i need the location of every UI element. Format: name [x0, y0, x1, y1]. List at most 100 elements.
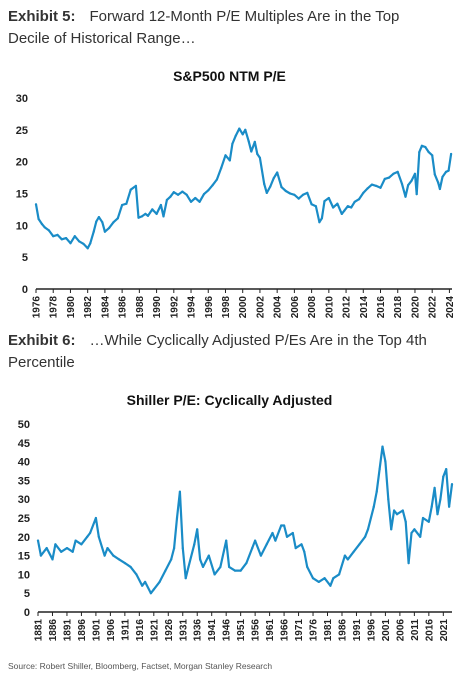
- chart1-xtick-label: 1978: [49, 296, 60, 319]
- chart1-data-point: [116, 217, 119, 220]
- chart2-xtick-label: 1991: [352, 619, 363, 642]
- chart2-data-point: [135, 573, 138, 576]
- chart1-data-point: [438, 187, 441, 191]
- chart2-data-point: [338, 573, 341, 576]
- chart1-ytick-label: 25: [16, 125, 28, 137]
- chart1-data-point: [431, 154, 434, 157]
- chart1-xtick-label: 2012: [342, 296, 353, 319]
- chart2-data-point: [390, 528, 393, 531]
- chart2-data-point: [233, 569, 236, 572]
- chart1-svg: 0 5 10 15 20 25 30 1976 1978 1980 1982 1984 1986 1988…: [16, 93, 456, 319]
- chart1-data-point: [244, 128, 247, 131]
- chart2-data-point: [239, 569, 242, 572]
- chart1-data-point: [202, 193, 206, 196]
- chart1-data-point: [172, 191, 175, 194]
- chart2-data-point: [410, 531, 413, 535]
- chart1-data-point: [241, 133, 244, 136]
- chart1-data-point: [112, 221, 115, 224]
- chart1-data-point: [343, 209, 346, 212]
- chart2-data-point: [317, 580, 320, 583]
- chart2-ytick-label: 15: [18, 551, 30, 563]
- chart2-data-point: [54, 543, 57, 546]
- chart1-xtick-label: 2006: [290, 296, 301, 319]
- chart2-data-point: [51, 558, 54, 561]
- chart1-xtick-label: 2022: [428, 296, 439, 319]
- chart2-xtick-label: 1901: [91, 619, 102, 642]
- chart2-title: Shiller P/E: Cyclically Adjusted: [126, 392, 333, 408]
- chart2-data-point: [97, 535, 100, 538]
- chart1-xtick-label: 2016: [376, 296, 387, 319]
- chart2-data-point: [372, 505, 375, 508]
- chart1-data-point: [73, 235, 76, 238]
- chart2-xtick-label: 1916: [135, 619, 146, 642]
- chart1-data-point: [420, 144, 423, 147]
- chart2-data-point: [393, 509, 396, 512]
- chart2-data-point: [94, 516, 97, 520]
- chart2-ytick-label: 0: [24, 607, 30, 619]
- chart1-data-point: [185, 193, 188, 196]
- chart1-data-point: [95, 220, 98, 223]
- chart1-data-point: [418, 151, 421, 154]
- chart2-data-point: [158, 580, 161, 583]
- chart1-data-point: [231, 142, 234, 145]
- chart2-data-point: [375, 490, 378, 493]
- chart2-data-point: [271, 531, 274, 535]
- chart1-data-point: [34, 203, 38, 206]
- chart2-data-point: [71, 550, 74, 553]
- chart2-data-point: [364, 535, 367, 538]
- chart2-data-point: [228, 565, 231, 568]
- chart2-data-point: [427, 520, 430, 523]
- chart2-data-point: [378, 468, 381, 471]
- chart1-data-point: [447, 169, 450, 172]
- chart1-data-point: [314, 205, 317, 208]
- chart2-data-point: [352, 550, 355, 553]
- chart2-data-point: [450, 483, 454, 486]
- chart1-data-point: [247, 140, 250, 143]
- chart1-data-point: [265, 191, 268, 194]
- chart1-data-point: [407, 184, 410, 187]
- chart2-data-point: [219, 565, 222, 568]
- chart1-data-point: [224, 154, 227, 157]
- chart1-data-point: [340, 212, 343, 215]
- exhibit-6-heading: Exhibit 6: …While Cyclically Adjusted P/E…: [8, 330, 427, 374]
- chart1-xtick-label: 2024: [445, 296, 456, 319]
- chart2-data-point: [265, 543, 268, 546]
- chart1-data-point: [258, 156, 261, 159]
- chart1-data-point: [301, 193, 305, 196]
- chart1-data-point: [433, 173, 436, 176]
- chart1-data-point: [437, 181, 440, 184]
- chart1-data-point: [159, 203, 162, 207]
- chart1-data-point: [37, 217, 40, 221]
- chart1-data-point: [332, 206, 335, 209]
- chart1-data-point: [52, 235, 55, 238]
- chart1-xtick-label: 1988: [135, 296, 146, 319]
- chart1-data-point: [250, 150, 253, 153]
- chart1-data-point: [263, 182, 266, 185]
- chart1-data-point: [289, 192, 292, 195]
- chart1-data-point: [253, 140, 256, 143]
- chart1-data-point: [410, 179, 413, 182]
- chart1-xtick-label: 1980: [66, 296, 77, 319]
- chart2-xtick-label: 2021: [439, 619, 450, 642]
- chart1-data-point: [297, 197, 300, 200]
- chart2-ytick-label: 45: [18, 438, 30, 450]
- chart2-data-point: [74, 539, 77, 542]
- chart1-xtick-label: 1986: [118, 296, 129, 319]
- chart2-data-point: [280, 524, 283, 527]
- chart1-data-point: [86, 247, 89, 250]
- chart1-ytick-label: 20: [16, 157, 28, 169]
- chart1-ytick-label: 30: [16, 93, 28, 105]
- chart1-data-point: [444, 170, 448, 173]
- chart1-xtick-label: 2002: [255, 296, 266, 319]
- chart2-data-point: [329, 584, 332, 587]
- exhibit-5-title-line2: Decile of Historical Range…: [8, 30, 196, 47]
- chart1-xtick-label: 1976: [32, 296, 43, 319]
- chart2-ytick-label: 20: [18, 532, 30, 544]
- chart1-data-point: [140, 215, 143, 218]
- chart1-data-point: [165, 198, 168, 201]
- chart1-data-point: [441, 175, 444, 178]
- chart2-data-point: [187, 565, 190, 568]
- chart1-xtick-label: 2018: [393, 296, 404, 319]
- chart1-data-point: [65, 237, 68, 240]
- chart2-data-point: [387, 498, 390, 501]
